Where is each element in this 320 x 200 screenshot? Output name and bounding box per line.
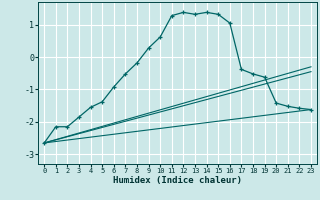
X-axis label: Humidex (Indice chaleur): Humidex (Indice chaleur) [113, 176, 242, 185]
